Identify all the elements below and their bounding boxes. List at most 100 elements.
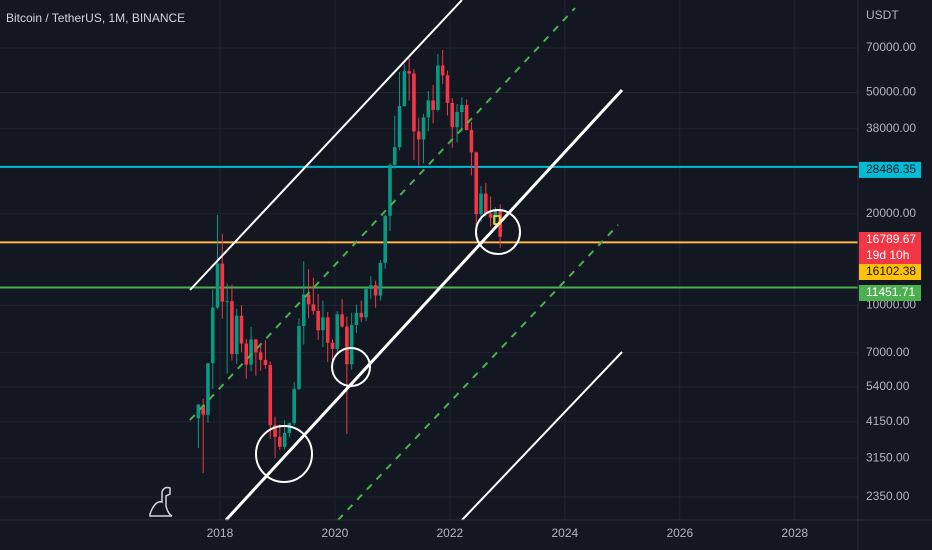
candle-body (345, 326, 349, 365)
candle-body (230, 301, 234, 355)
price-tag (859, 285, 921, 301)
candle-body (383, 215, 387, 263)
candle-body (440, 65, 445, 76)
y-tick-label: 2350.00 (866, 489, 910, 503)
x-tick-label: 2018 (207, 526, 234, 540)
candle-body (254, 339, 258, 353)
candle-body (292, 388, 296, 424)
candle-body (340, 314, 344, 327)
candle-body (258, 352, 263, 360)
candle-body (316, 310, 320, 331)
y-tick-label: 50000.00 (866, 85, 916, 99)
horizontal-lines (0, 165, 858, 289)
candle-body (244, 343, 249, 365)
candle-body (431, 100, 435, 110)
candle-body (455, 111, 459, 128)
x-tick-label: 2028 (781, 526, 808, 540)
x-tick-label: 2022 (437, 526, 464, 540)
candle-body (460, 104, 464, 112)
candle-body (311, 304, 316, 311)
last-price-label: 16789.67 (866, 232, 916, 246)
candle-body (335, 314, 340, 349)
candle-body (445, 75, 450, 103)
candle-body (369, 285, 373, 289)
price-tag-label: 16102.38 (866, 264, 916, 278)
candle-body (378, 262, 383, 296)
drawings (189, 0, 624, 522)
candle-body (392, 147, 397, 165)
candle-body (201, 405, 205, 415)
candle-body (450, 102, 455, 128)
candle-body (483, 193, 488, 214)
candle-body (469, 130, 474, 153)
chart-title: Bitcoin / TetherUS, 1M, BINANCE (6, 11, 185, 25)
candle-body (215, 263, 220, 308)
channel-midline (337, 224, 619, 521)
price-tag (859, 264, 921, 280)
channel-midline (189, 7, 576, 421)
candle-body (373, 285, 378, 296)
highlight-circle (255, 425, 313, 483)
candle-body (464, 104, 469, 131)
candle-body (220, 263, 225, 302)
y-tick-label: 4150.00 (866, 414, 910, 428)
y-tick-label: 3150.00 (866, 450, 910, 464)
price-tag (859, 161, 921, 178)
candle-body (493, 210, 498, 218)
candle-body (234, 315, 239, 355)
y-tick-label: 7000.00 (866, 345, 910, 359)
candle-body (388, 164, 392, 216)
candle-body (397, 106, 402, 148)
candle-body (412, 73, 416, 132)
candle-body (210, 307, 215, 364)
candle-body (407, 71, 411, 74)
x-tick-label: 2026 (666, 526, 693, 540)
candle-body (239, 315, 244, 344)
candle-body (416, 131, 421, 140)
highlight-circle (475, 209, 521, 255)
last-price-tag (859, 232, 921, 264)
candle-body (249, 339, 253, 365)
price-tag-label: 28486.35 (866, 162, 916, 176)
candle-body (282, 432, 287, 447)
candle-body (402, 71, 407, 107)
candle-body (349, 325, 354, 365)
candle-body (474, 152, 479, 215)
candle-body (436, 65, 440, 110)
countdown-label: 19d 10h (866, 248, 909, 262)
candle-body (301, 294, 306, 327)
price-tag-label: 11451.71 (866, 285, 915, 299)
channel-line (461, 351, 623, 521)
channel-line (189, 0, 463, 291)
candle-body (278, 436, 282, 447)
candle-body (287, 423, 292, 433)
candles (196, 49, 502, 474)
candle-body (354, 312, 359, 326)
candle-body (225, 301, 229, 303)
grid (0, 0, 858, 520)
candle-body (421, 117, 426, 140)
candle-body (488, 213, 493, 218)
y-tick-label: 70000.00 (866, 40, 916, 54)
highlight-circle (331, 347, 371, 387)
candle-body (426, 100, 431, 118)
y-axis-label: USDT (866, 8, 899, 22)
candle-body (206, 363, 210, 415)
candle-body (330, 342, 335, 349)
logo-icon (149, 486, 173, 517)
candle-body (321, 317, 325, 331)
x-tick-label: 2024 (551, 526, 578, 540)
channel-line (224, 88, 624, 522)
candle-body (306, 294, 311, 305)
candle-body (263, 359, 268, 366)
candle-body (273, 425, 277, 437)
y-tick-label: 38000.00 (866, 121, 916, 135)
candle-body (325, 317, 330, 343)
y-tick-label: 5400.00 (866, 379, 910, 393)
y-tick-label: 10000.00 (866, 298, 916, 312)
candle-body (268, 365, 273, 426)
x-tick-label: 2020 (322, 526, 349, 540)
candle-body (364, 288, 368, 318)
